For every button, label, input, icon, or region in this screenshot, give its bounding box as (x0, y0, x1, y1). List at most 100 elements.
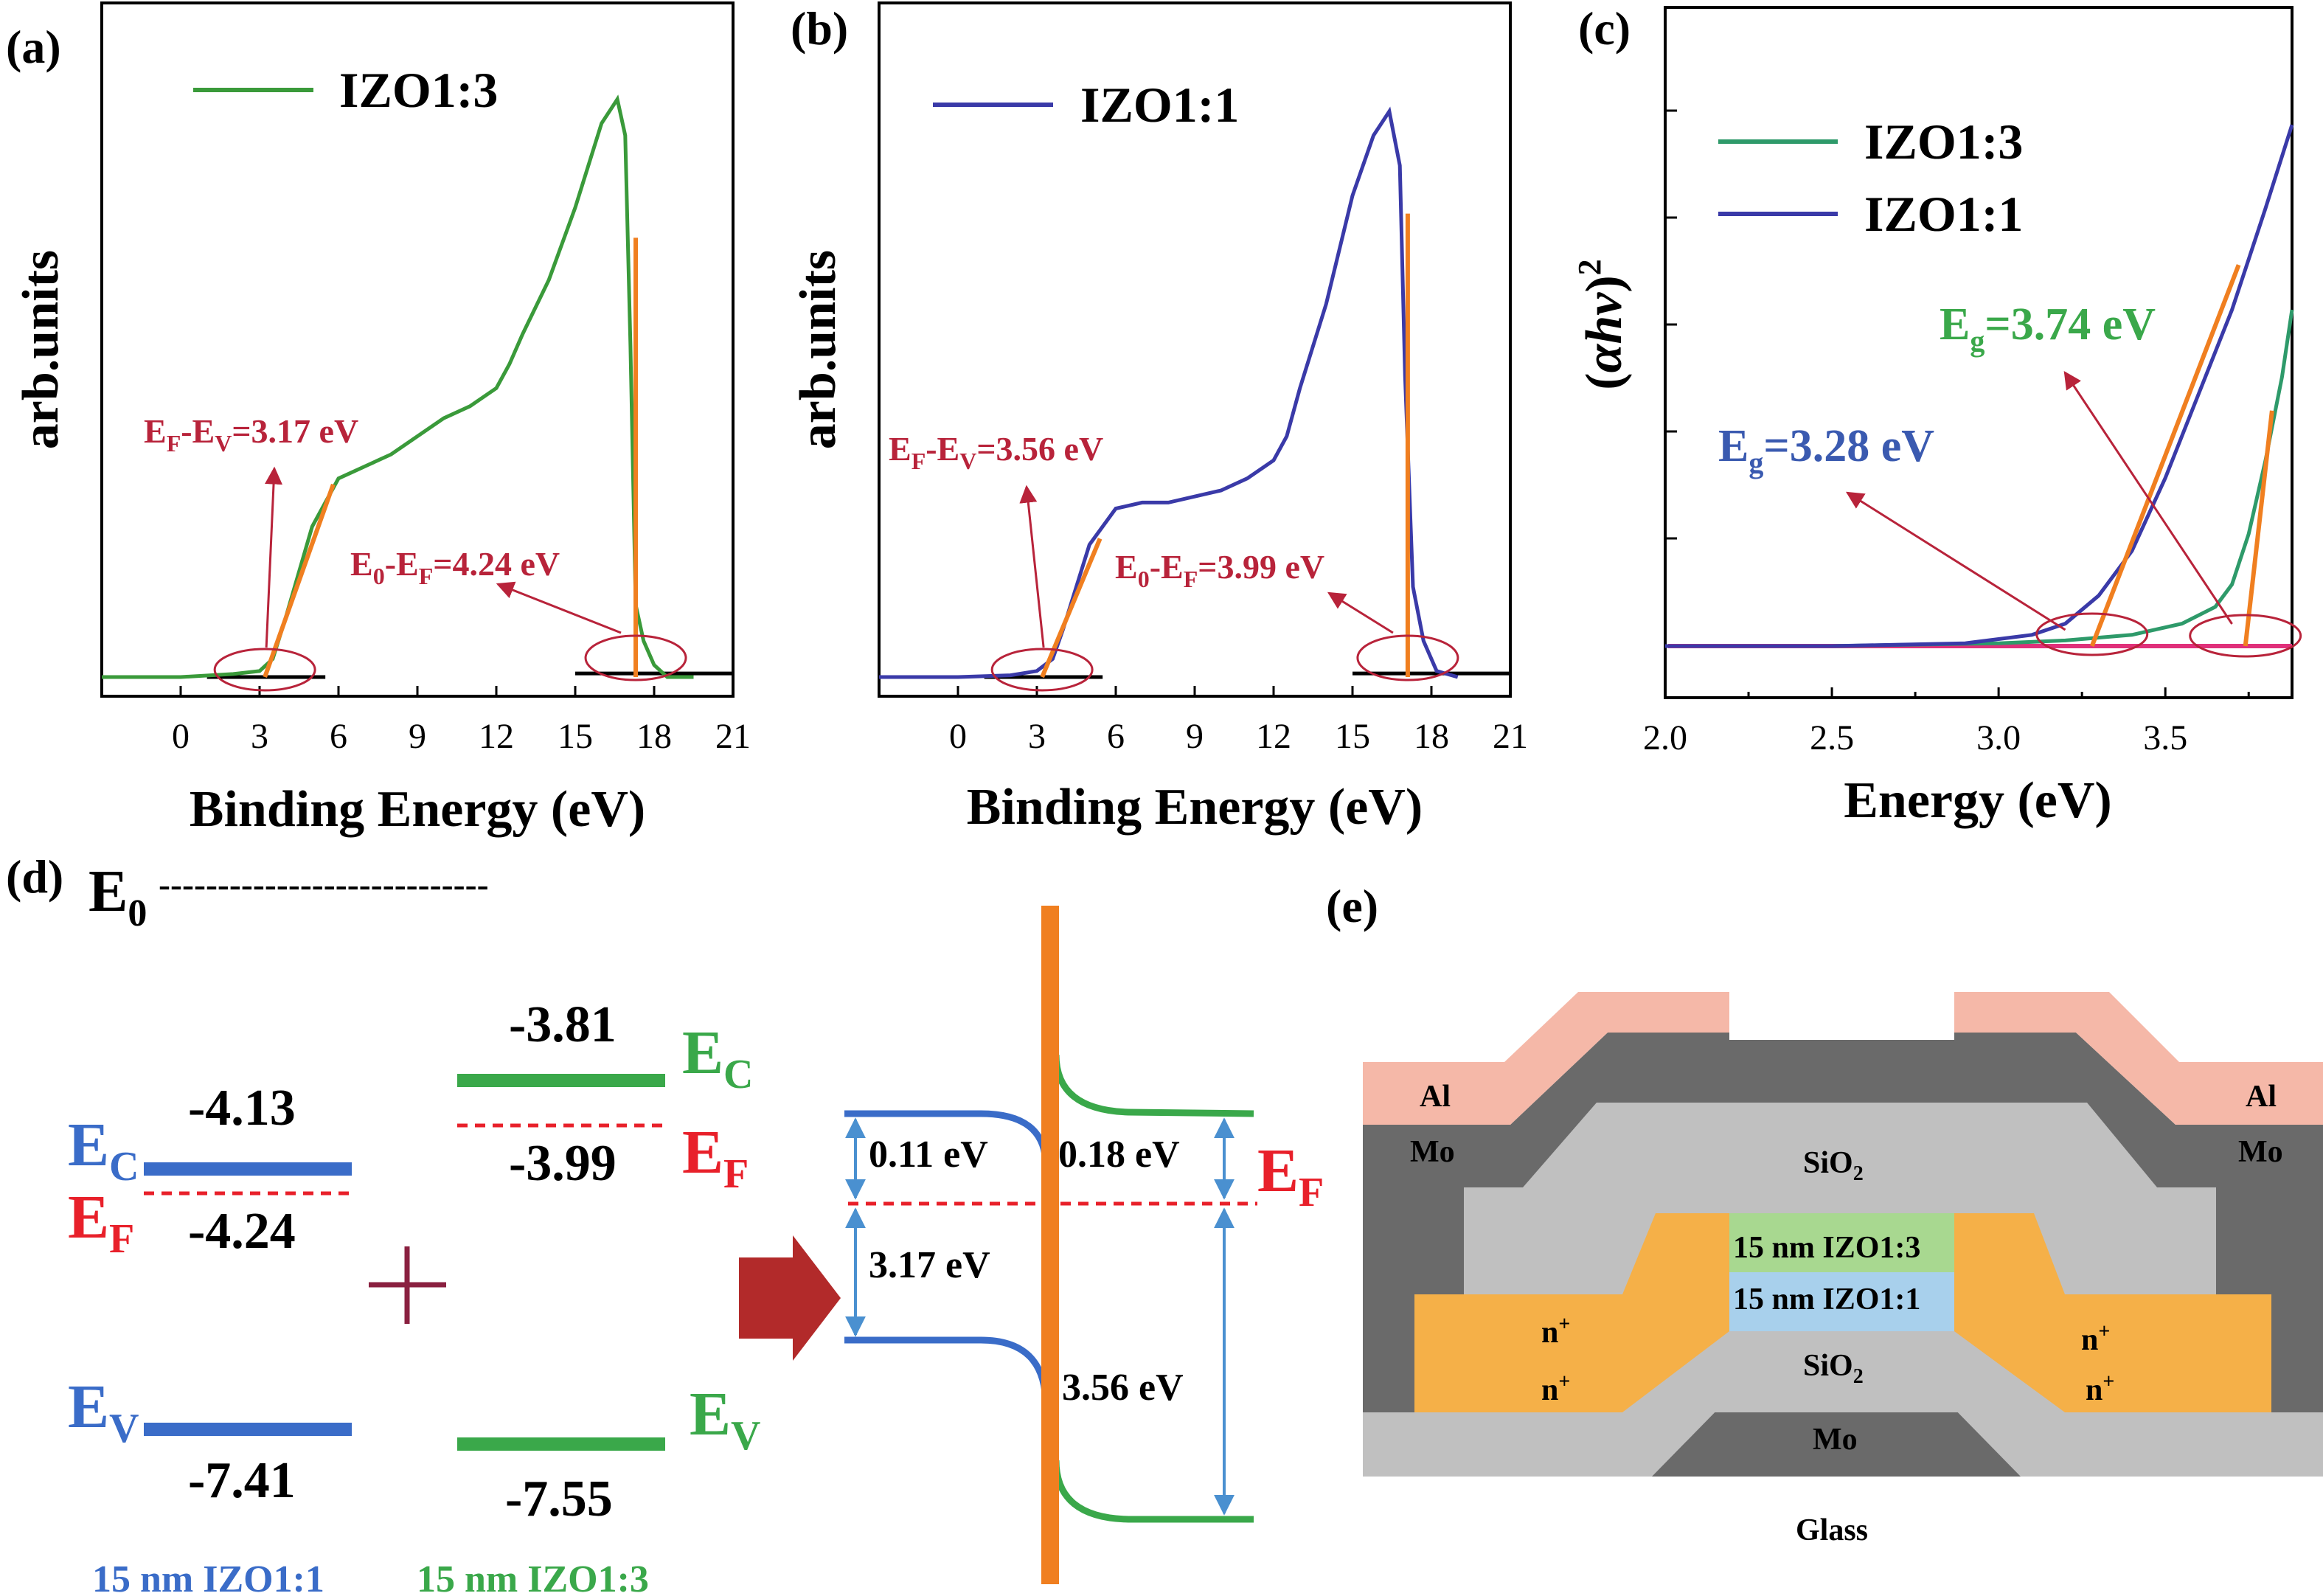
chart-c-plot (1665, 124, 2302, 658)
b-onset-fit (1040, 538, 1103, 679)
junction-left-ev (844, 1336, 1049, 1406)
chart-a-x-ticks: 0 3 6 9 12 15 18 21 (172, 686, 751, 756)
chart-b-plot (879, 106, 1510, 692)
a-x-tick-label: 6 (330, 717, 347, 756)
e0-level-dashes: ---------------------------- (159, 865, 489, 904)
panel-label-c: (c) (1578, 2, 1631, 55)
left-ev-label: EV (68, 1373, 139, 1451)
nplus-left-label-1: n+ (1541, 1313, 1570, 1350)
right-ec-label: EC (682, 1019, 753, 1097)
chart-c-eg-328-label: Eg=3.28 eV (1718, 421, 1934, 479)
b-x-tick-label: 21 (1493, 717, 1528, 756)
c-x-tick-label: 3.5 (2143, 718, 2187, 757)
right-gap-label: 3.56 eV (1062, 1367, 1184, 1409)
panel-label-d: (d) (6, 850, 63, 903)
a-x-tick-label: 3 (251, 717, 268, 756)
device-cross-section: Al Al Mo Mo SiO2 15 nm IZO1:3 15 nm IZO1… (1363, 992, 2323, 1589)
right-offset-label: 0.18 eV (1058, 1134, 1180, 1176)
chart-b-x-axis-title: Binding Energy (eV) (967, 779, 1423, 836)
mo-left-label: Mo (1410, 1135, 1455, 1169)
mo-right-label: Mo (2238, 1135, 2283, 1169)
panel-label-e: (e) (1326, 880, 1378, 932)
right-ev-label: EV (690, 1380, 760, 1459)
c-arrow-328 (1845, 491, 2066, 631)
chart-c-legend-label-izo11: IZO1:1 (1864, 186, 2023, 242)
band-diagram: E0 ---------------------------- -4.13 -4… (68, 859, 1324, 1596)
c-series-line (1665, 124, 2294, 648)
a-x-tick-label: 0 (172, 717, 190, 756)
a-onset-arrow (265, 466, 283, 648)
interface-bar (1041, 906, 1059, 1584)
al-left (1363, 992, 1729, 1125)
left-offset-label: 0.11 eV (869, 1134, 988, 1176)
gate-sio2 (1622, 1331, 2065, 1412)
izo13-layer (1729, 1213, 1954, 1272)
panel-label-b: (b) (791, 2, 848, 55)
left-ef-value: -4.24 (188, 1203, 296, 1260)
al-left-label: Al (1420, 1080, 1451, 1114)
c-fit-374 (2243, 410, 2274, 647)
izo11-label: 15 nm IZO1:1 (1733, 1283, 1920, 1316)
panel-label-a: (a) (6, 21, 61, 73)
glass-label: Glass (1796, 1513, 1868, 1547)
a-x-tick-label: 12 (479, 717, 514, 756)
sio2-mid-label: SiO2 (1803, 1349, 1864, 1388)
right-ef-label: EF (682, 1118, 749, 1197)
chart-a-y-axis-title: arb.units (13, 250, 69, 449)
big-right-arrow (739, 1235, 841, 1361)
a-onset-fit (263, 483, 336, 679)
a-onset-ellipse (213, 648, 316, 692)
c-x-tick-label: 2.0 (1643, 718, 1687, 757)
c-arrow-374 (2063, 371, 2233, 625)
a-x-tick-label: 18 (636, 717, 672, 756)
a-x-tick-label: 21 (715, 717, 751, 756)
a-x-tick-label: 15 (558, 717, 593, 756)
c-ellipse-374 (2189, 614, 2302, 658)
b-x-tick-label: 12 (1256, 717, 1291, 756)
left-gap-label: 3.17 eV (869, 1244, 990, 1286)
chart-c: 2.0 2.5 3.0 3.5 Energy (eV) (αhv)2 IZO1:3 I… (1572, 6, 2302, 829)
chart-c-frame (1664, 6, 2294, 699)
gate-mo (1652, 1401, 2021, 1477)
plus-sign (369, 1246, 446, 1324)
b-onset-ellipse (990, 648, 1094, 692)
b-x-tick-label: 15 (1335, 717, 1370, 756)
chart-a-e0-ef-label: E0-EF=4.24 eV (350, 545, 560, 589)
izo13-label: 15 nm IZO1:3 (1733, 1231, 1920, 1265)
left-material-caption: 15 nm IZO1:1 (92, 1558, 324, 1596)
chart-b-e0-ef-label: E0-EF=3.99 eV (1115, 548, 1324, 592)
c-ellipse-328 (2035, 612, 2149, 656)
e0-level-label: E0 (88, 859, 147, 934)
chart-b-ef-ev-label: EF-EV=3.56 eV (889, 430, 1103, 474)
junction-right-ec (1052, 1054, 1254, 1117)
chart-b-legend-label: IZO1:1 (1080, 77, 1239, 133)
chart-a-ef-ev-label: EF-EV=3.17 eV (144, 412, 358, 457)
b-series-line (879, 106, 1459, 679)
chart-a-x-axis-title: Binding Energy (eV) (190, 781, 645, 838)
right-ef-value: -3.99 (509, 1135, 617, 1192)
b-onset-arrow (1019, 485, 1045, 648)
gate-mo-label: Mo (1813, 1423, 1858, 1457)
nplus-left-label-2: n+ (1541, 1370, 1570, 1407)
chart-c-legend-label-izo13: IZO1:3 (1864, 114, 2023, 170)
left-ef-label: EF (68, 1183, 134, 1262)
al-right (1954, 992, 2323, 1125)
chart-a: 0 3 6 9 12 15 18 21 Binding Energy (eV) arb.uni… (13, 1, 751, 838)
glass-substrate (1363, 1482, 2323, 1584)
chart-b-y-axis-title: arb.units (790, 250, 847, 449)
b-x-tick-label: 3 (1028, 717, 1046, 756)
nplus-right-label-2: n+ (2086, 1370, 2114, 1407)
chart-c-x-axis-title: Energy (eV) (1844, 772, 2112, 829)
left-ec-value: -4.13 (188, 1080, 296, 1137)
a-cutoff-arrow (496, 581, 622, 634)
chart-b: 0 3 6 9 12 15 18 21 Binding Energy (eV) arb.uni… (790, 1, 1528, 836)
al-right-label: Al (2246, 1080, 2277, 1114)
chart-b-x-ticks: 0 3 6 9 12 15 18 21 (949, 686, 1528, 756)
b-x-tick-label: 0 (949, 717, 967, 756)
chart-c-eg-374-label: Eg=3.74 eV (1940, 299, 2156, 358)
right-material-caption: 15 nm IZO1:3 (417, 1558, 649, 1596)
chart-c-y-axis-title: (αhv)2 (1572, 259, 1633, 389)
c-x-tick-label: 2.5 (1810, 718, 1854, 757)
c-fit-328 (2089, 264, 2241, 648)
b-x-tick-label: 6 (1107, 717, 1125, 756)
